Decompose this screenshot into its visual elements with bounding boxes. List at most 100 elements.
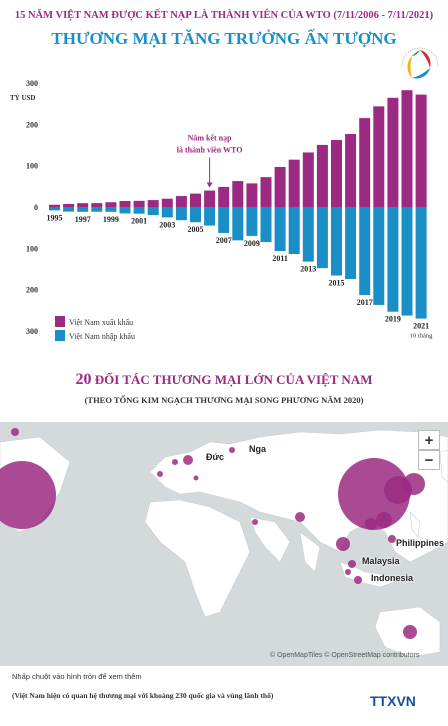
bar-export-2001 [133, 200, 145, 207]
bubble-usa[interactable] [0, 461, 56, 529]
bar-import-1995 [49, 207, 60, 211]
y-axis-label: TỶ USD [10, 94, 35, 102]
section-title: 20 ĐỐI TÁC THƯƠNG MẠI LỚN CỦA VIỆT NAM [0, 371, 448, 389]
bar-export-2019 [387, 97, 399, 207]
bubble-australia[interactable] [403, 625, 417, 639]
partner-bubbles[interactable] [0, 428, 425, 639]
x-tick-label: 1995 [47, 213, 63, 222]
bubble-malaysia[interactable] [348, 560, 356, 568]
bar-import-1996 [63, 207, 75, 212]
bar-export-2006 [204, 190, 216, 207]
x-tick-label: 2019 [385, 315, 401, 324]
bubble-indonesia[interactable] [354, 576, 362, 584]
legend-swatch-import [55, 330, 65, 341]
section-title-number: 20 [75, 371, 92, 388]
bar-export-2005 [190, 193, 201, 207]
bar-import-2004 [175, 207, 187, 221]
bar-export-1999 [105, 202, 117, 207]
section-title-text: ĐỐI TÁC THƯƠNG MẠI LỚN CỦA VIỆT NAM [94, 372, 373, 387]
zoom-in-button[interactable]: + [418, 430, 440, 450]
y-tick-label: 100 [26, 162, 38, 171]
section-subtitle: (THEO TỔNG KIM NGẠCH THƯƠNG MẠI SONG PHƯ… [84, 395, 364, 405]
bar-export-1997 [77, 203, 89, 207]
bar-import-2014 [316, 207, 328, 269]
bar-export-2003 [161, 198, 173, 207]
bubble-singapore[interactable] [345, 569, 351, 575]
bar-export-2009 [246, 183, 258, 207]
wto-annotation-arrowhead [206, 182, 213, 188]
bar-export-1996 [63, 203, 75, 207]
legend-label-export: Việt Nam xuất khẩu [69, 318, 133, 327]
partners-map[interactable]: Nga Đức Philippines Malaysia Indonesia [0, 422, 448, 666]
map-attribution[interactable]: © OpenMapTiles © OpenStreetMap contribut… [270, 652, 420, 659]
bar-import-2000 [119, 207, 131, 214]
bar-export-2017 [359, 118, 371, 207]
x-tick-label: 2003 [159, 220, 175, 229]
bubble-france[interactable] [157, 471, 163, 477]
bar-import-2016 [345, 207, 357, 279]
x-tick-label: 2007 [216, 236, 232, 245]
bar-export-1998 [91, 203, 103, 207]
bar-import-2005 [190, 207, 201, 223]
top-title: 15 NĂM VIỆT NAM ĐƯỢC KẾT NẠP LÀ THÀNH VI… [14, 10, 434, 21]
map-label-philippines: Philippines [396, 538, 445, 548]
footer-note: (Việt Nam hiện có quan hệ thương mại với… [12, 691, 274, 700]
bubble-canada[interactable] [11, 428, 19, 436]
bar-export-2014 [316, 144, 328, 207]
map-label-duc: Đức [206, 452, 225, 462]
bar-export-2004 [175, 196, 187, 207]
zoom-out-button[interactable]: − [418, 450, 440, 470]
y-tick-label: 200 [26, 286, 38, 295]
map-label-indonesia: Indonesia [371, 573, 414, 583]
bar-import-2013 [302, 207, 314, 262]
bubble-hongkong[interactable] [365, 518, 377, 530]
wto-annotation-line1: Năm kết nạp [188, 134, 233, 143]
bar-export-2000 [119, 201, 131, 207]
bar-import-2009 [246, 207, 258, 236]
bar-import-2007 [218, 207, 230, 233]
bubble-thailand[interactable] [336, 537, 350, 551]
bar-export-2015 [331, 140, 342, 207]
map-label-malaysia: Malaysia [362, 556, 400, 566]
bar-import-2020 [401, 207, 413, 316]
bar-export-2007 [218, 186, 230, 207]
bubble-japan[interactable] [403, 473, 425, 495]
bubble-uae[interactable] [252, 519, 258, 525]
x-tick-label: 1999 [103, 215, 119, 224]
chart-legend: Việt Nam xuất khẩu Việt Nam nhập khẩu [55, 316, 135, 341]
bar-import-2002 [147, 207, 159, 216]
bar-import-2019 [387, 207, 399, 312]
trade-chart: TỶ USD 300 200 100 0 100 200 300 1995 1997 1999 2… [10, 79, 433, 341]
x-tick-label: 2013 [300, 265, 316, 274]
bar-export-2012 [288, 159, 300, 207]
bar-import-2006 [204, 207, 216, 226]
x-tick-label: 2015 [329, 279, 345, 288]
y-tick-label: 300 [26, 79, 38, 88]
x-tick-label: 2001 [131, 217, 147, 226]
wto-logo [394, 40, 446, 92]
bubble-netherlands[interactable] [172, 459, 178, 465]
y-tick-label: 0 [34, 203, 38, 212]
bubble-russia[interactable] [229, 447, 235, 453]
bubble-germany[interactable] [183, 455, 193, 465]
bar-export-2016 [345, 134, 357, 207]
bar-import-2003 [161, 207, 173, 218]
bar-import-1998 [91, 207, 103, 212]
bar-export-2011 [274, 166, 286, 207]
y-tick-label: 300 [26, 327, 38, 336]
bar-import-1999 [105, 207, 117, 212]
x-tick-label: 2017 [357, 298, 373, 307]
map-hint: Nhấp chuột vào hình tròn để xem thêm [12, 672, 142, 681]
bar-import-2012 [288, 207, 300, 255]
bar-import-1997 [77, 207, 89, 212]
bar-import-2010 [260, 207, 272, 243]
bar-export-1995 [49, 204, 60, 207]
bubble-china[interactable] [338, 458, 410, 530]
bubble-india[interactable] [295, 512, 305, 522]
bubble-taiwan[interactable] [376, 512, 392, 528]
bar-export-2002 [147, 200, 159, 207]
legend-swatch-export [55, 316, 65, 327]
bubble-philippines[interactable] [388, 535, 396, 543]
bubble-italy[interactable] [193, 475, 199, 481]
bar-export-2021 [415, 94, 427, 207]
